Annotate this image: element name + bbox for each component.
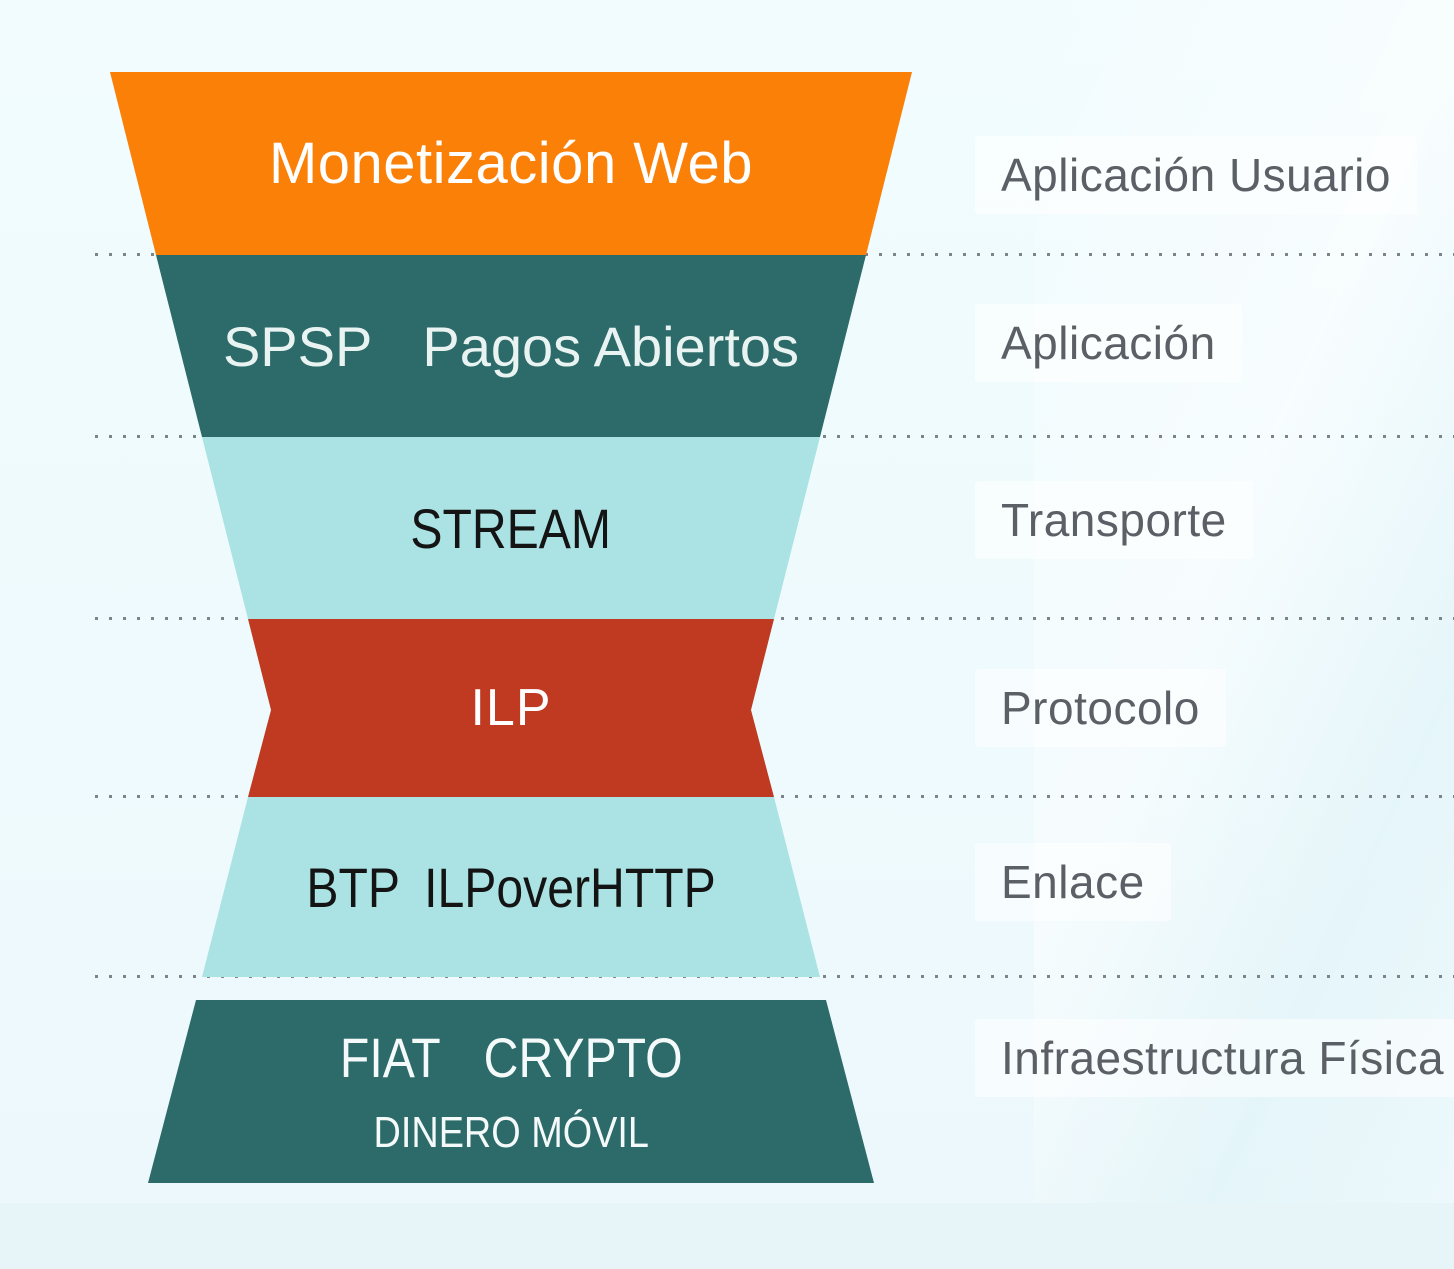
funnel-layer-ilp: ILP: [248, 619, 774, 797]
layer-label-mobile-money: DINERO MÓVIL: [373, 1108, 649, 1157]
layer-label-ilp: ILP: [470, 679, 552, 737]
layer-label-open-payments: Pagos Abiertos: [422, 314, 800, 378]
layer-label-fiat: FIAT: [339, 1026, 441, 1089]
funnel-layer-stream: STREAM: [202, 437, 820, 619]
funnel-layer-settlement: FIAT CRYPTO DINERO MÓVIL: [148, 1000, 874, 1183]
layer-label-stream: STREAM: [410, 496, 612, 560]
layer-label-web-monetization: Monetización Web: [268, 131, 754, 196]
category-label-transport: Transporte: [975, 475, 1253, 565]
background-bottom-band: [0, 1203, 1454, 1269]
category-label-protocol: Protocolo: [975, 663, 1226, 753]
layer-label-spsp: SPSP: [222, 314, 373, 378]
layer-label-crypto: CRYPTO: [483, 1026, 683, 1089]
category-label-user-application: Aplicación Usuario: [975, 130, 1417, 220]
layer-label-ilpoverhttp: ILPoverHTTP: [424, 855, 716, 919]
category-label-link: Enlace: [975, 837, 1171, 927]
funnel-layer-btp-ilpoverhttp: BTP ILPoverHTTP: [202, 797, 820, 977]
separator-line-3: [95, 617, 1454, 620]
funnel-layer-web-monetization: Monetización Web: [110, 72, 912, 255]
separator-line-4: [95, 795, 1454, 798]
funnel-layer-spsp-open-payments: SPSP Pagos Abiertos: [156, 255, 866, 437]
category-label-physical-infrastructure: Infraestructura Física: [975, 1013, 1454, 1103]
category-label-application: Aplicación: [975, 298, 1242, 388]
layer-label-btp: BTP: [306, 855, 400, 919]
